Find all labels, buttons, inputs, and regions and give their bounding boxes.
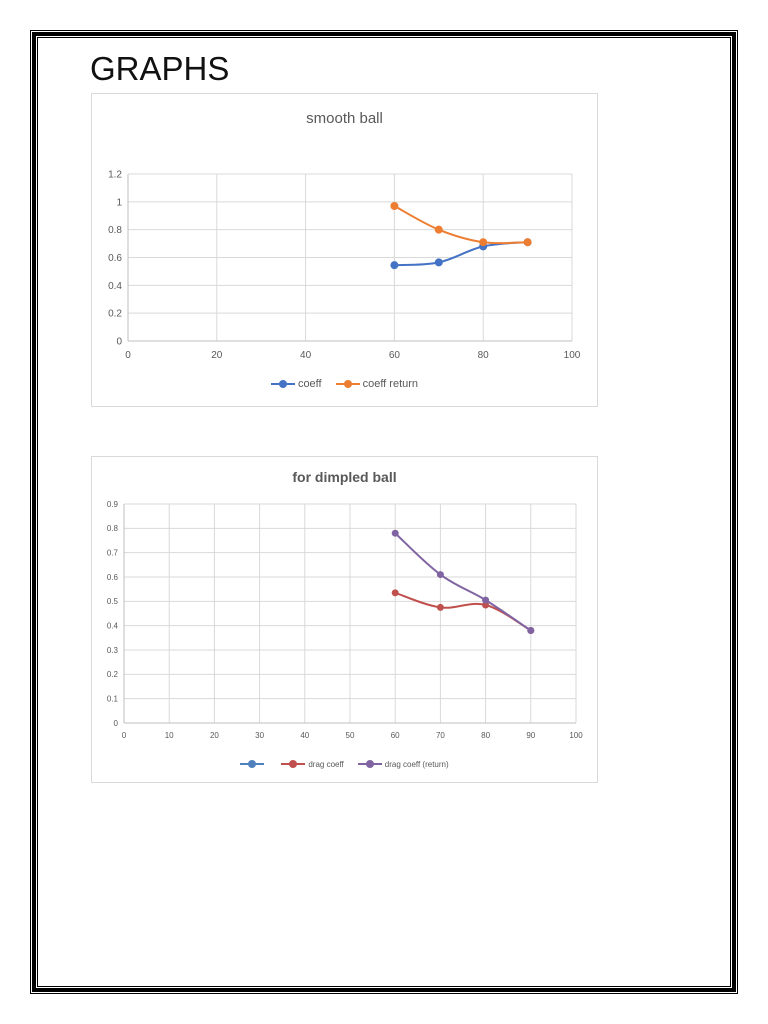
data-point-marker — [434, 225, 443, 234]
legend-label: drag coeff — [308, 759, 344, 769]
y-tick-label: 0.1 — [107, 694, 119, 703]
x-tick-label: 60 — [389, 350, 401, 361]
series-line — [394, 241, 528, 267]
data-point-marker — [390, 261, 399, 270]
legend-label: coeff return — [362, 378, 419, 390]
data-point-marker — [479, 238, 488, 247]
y-tick-label: 0.4 — [107, 621, 119, 630]
y-tick-label: 0.2 — [108, 309, 122, 320]
data-point-marker — [390, 202, 399, 211]
page-border-inner — [37, 37, 731, 987]
data-point-marker — [523, 238, 532, 247]
x-tick-label: 0 — [122, 731, 127, 740]
x-tick-label: 80 — [478, 350, 490, 361]
y-tick-label: 0.7 — [107, 548, 119, 557]
x-tick-label: 80 — [481, 731, 490, 740]
x-tick-label: 30 — [255, 731, 264, 740]
y-tick-label: 0 — [116, 337, 122, 348]
legend-marker-icon — [240, 759, 265, 769]
page-border-outer — [30, 30, 738, 994]
page-border-thick — [32, 32, 736, 992]
series-line — [394, 532, 532, 632]
y-tick-label: 1.2 — [108, 170, 122, 181]
series-line — [393, 205, 528, 245]
legend-marker-icon — [270, 379, 295, 389]
x-tick-label: 60 — [391, 731, 400, 740]
x-tick-label: 10 — [165, 731, 174, 740]
legend-marker-icon — [335, 379, 360, 389]
y-tick-label: 0.5 — [107, 597, 119, 606]
y-tick-label: 0.2 — [107, 670, 119, 679]
legend-label: coeff — [297, 378, 322, 390]
y-tick-label: 1 — [116, 197, 122, 208]
x-tick-label: 20 — [210, 731, 219, 740]
x-tick-label: 100 — [564, 350, 581, 361]
chart-plot: 0 0.1 0.2 0.3 0.4 0.5 0.6 0.7 0.8 0.9 0 10 20 30 40 50 6… — [107, 500, 583, 740]
data-point-marker — [436, 571, 444, 579]
chart-plot: 0 0.2 0.4 0.6 0.8 1 1.2 0 20 40 60 80 100 — [108, 170, 581, 362]
data-point-marker — [482, 601, 490, 609]
x-tick-label: 0 — [125, 350, 131, 361]
y-tick-label: 0.8 — [107, 524, 119, 533]
legend-item: drag coeff (return) — [357, 759, 449, 769]
legend-item: drag coeff — [281, 759, 344, 769]
x-tick-label: 40 — [300, 731, 309, 740]
legend-label: drag coeff (return) — [384, 759, 449, 769]
chart-title: for dimpled ball — [292, 469, 397, 485]
y-tick-label: 0.6 — [108, 253, 122, 264]
chart-legend: coeff coeff return — [92, 378, 597, 390]
x-tick-label: 20 — [211, 350, 223, 361]
y-tick-label: 0.4 — [108, 281, 122, 292]
y-tick-label: 0.6 — [107, 573, 119, 582]
page-title: GRAPHS — [90, 50, 230, 87]
data-point-marker — [391, 529, 399, 537]
data-point-marker — [436, 603, 444, 611]
y-tick-label: 0.9 — [107, 500, 119, 509]
x-tick-label: 100 — [569, 731, 583, 740]
data-point-marker — [391, 589, 399, 597]
data-point-marker — [482, 596, 490, 604]
legend-marker-icon — [357, 759, 382, 769]
x-tick-label: 40 — [300, 350, 312, 361]
chart-smooth-ball: smooth ball 0 0.2 0.4 0.6 0.8 1 1.2 0 20 40 60 80 10… — [91, 93, 598, 407]
legend-marker-icon — [281, 759, 306, 769]
y-tick-label: 0 — [114, 719, 119, 728]
x-tick-label: 90 — [526, 731, 535, 740]
legend-item — [240, 759, 267, 769]
data-point-marker — [434, 258, 443, 267]
y-tick-label: 0.3 — [107, 646, 119, 655]
y-tick-label: 0.8 — [108, 225, 122, 236]
x-tick-label: 70 — [436, 731, 445, 740]
legend-item: coeff return — [335, 378, 419, 390]
series-line — [394, 591, 532, 632]
data-point-marker — [527, 627, 535, 635]
chart-dimpled-ball: for dimpled ball 0 0.1 0.2 0.3 0.4 0.5 0.6 0.7 0… — [91, 456, 598, 783]
chart-legend: drag coeff drag coeff (return) — [92, 759, 597, 769]
x-tick-label: 50 — [346, 731, 355, 740]
chart-title: smooth ball — [306, 110, 383, 127]
legend-item: coeff — [270, 378, 322, 390]
